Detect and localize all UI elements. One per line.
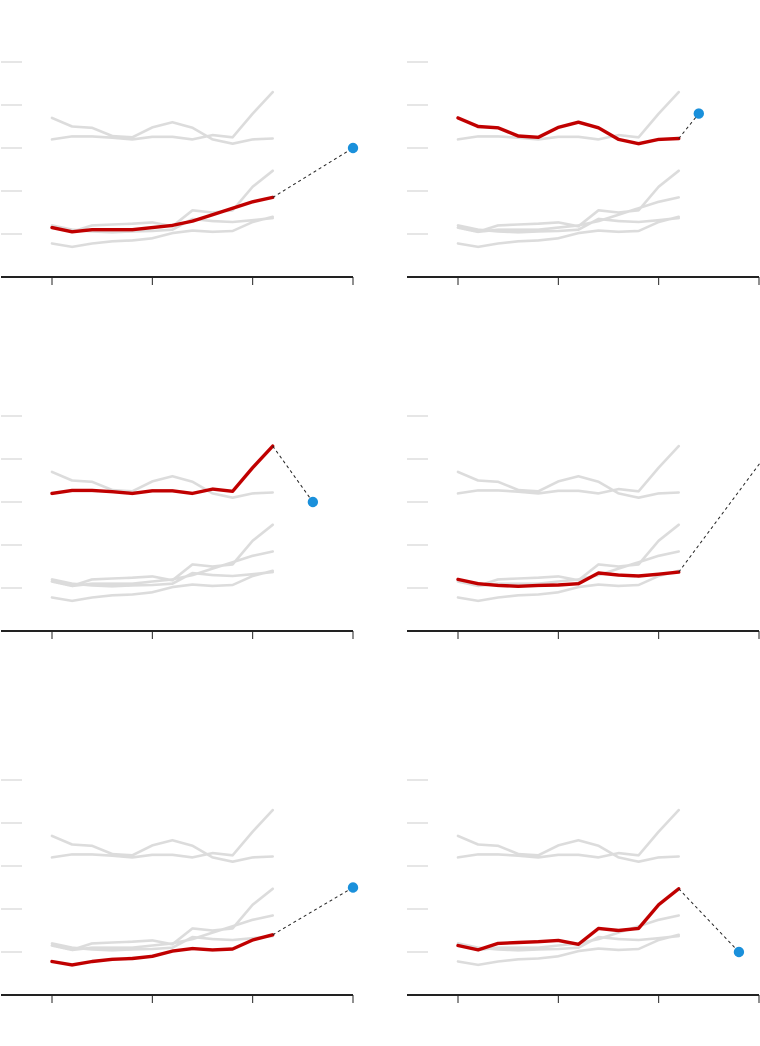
context-series-line (50, 523, 275, 588)
context-series-line (456, 834, 681, 864)
context-series-line (50, 834, 275, 864)
context-series-line (456, 90, 681, 141)
projection-dashed-line (272, 147, 354, 198)
highlighted-series-line (50, 933, 275, 967)
highlighted-series-line (50, 195, 275, 234)
context-series-line (456, 808, 681, 859)
context-series-line (50, 934, 275, 952)
context-series-line (50, 90, 275, 141)
chart-panel-4 (407, 415, 760, 639)
context-series-line (50, 215, 275, 249)
context-series-line (50, 570, 275, 588)
highlighted-series-line (456, 570, 681, 588)
chart-panel-6 (407, 779, 760, 1003)
highlighted-series-line (50, 444, 275, 496)
context-series-line (456, 444, 681, 495)
projection-point (733, 946, 745, 958)
highlighted-series-line (456, 887, 681, 952)
projection-dashed-line (678, 113, 700, 139)
context-series-line (50, 116, 275, 145)
chart-panel-3 (1, 415, 354, 639)
context-series-line (456, 216, 681, 234)
context-series-line (456, 934, 681, 952)
projection-point (347, 882, 359, 893)
context-series-line (50, 808, 275, 859)
context-series-line (456, 933, 681, 967)
context-series-line (456, 215, 681, 249)
context-series-line (50, 470, 275, 500)
projection-point (307, 496, 319, 508)
chart-panel-2 (407, 61, 760, 285)
context-series-line (50, 887, 275, 952)
projection-dashed-line (272, 445, 314, 503)
projection-dashed-line (678, 462, 760, 573)
projection-point (693, 108, 704, 119)
projection-dashed-line (678, 888, 740, 953)
context-series-line (50, 569, 275, 603)
projection-dashed-line (272, 887, 354, 936)
chart-panel-1 (1, 61, 359, 285)
chart-panel-5 (1, 779, 359, 1003)
highlighted-series-line (456, 116, 681, 146)
context-series-line (456, 569, 681, 603)
context-series-line (456, 470, 681, 500)
projection-point (347, 142, 359, 154)
